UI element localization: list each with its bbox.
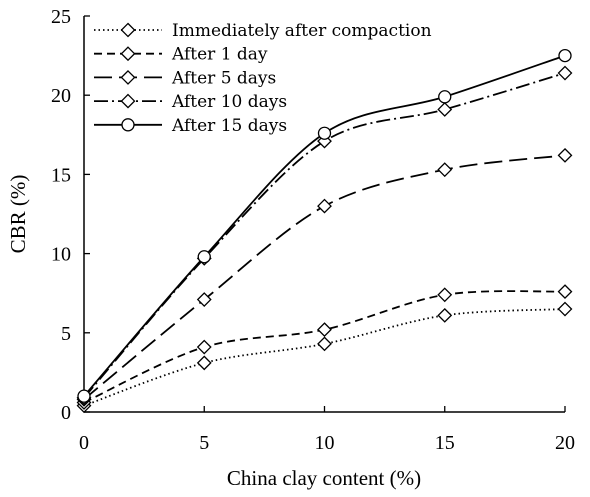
y-tick-label: 10 xyxy=(51,244,71,266)
x-tick-label: 20 xyxy=(555,432,575,454)
x-tick-label: 10 xyxy=(315,432,335,454)
data-point-marker xyxy=(557,147,573,163)
data-point-marker xyxy=(317,126,332,140)
y-tick-label: 25 xyxy=(51,6,71,28)
data-point-marker xyxy=(438,90,452,104)
data-point-marker xyxy=(557,284,573,300)
ticks: 0 5 10 15 20 0 5 10 15 20 25 xyxy=(51,6,575,454)
legend-label: After 15 days xyxy=(171,116,287,136)
x-tick-label: 5 xyxy=(199,432,209,454)
data-point-marker xyxy=(437,102,453,117)
series-line xyxy=(83,154,566,401)
y-tick-label: 15 xyxy=(51,164,71,186)
legend-marker xyxy=(121,118,135,132)
data-point-marker xyxy=(437,162,453,178)
x-axis-title: China clay content (%) xyxy=(227,466,421,490)
data-point-marker xyxy=(557,65,573,81)
series-3 xyxy=(76,65,573,406)
series-2 xyxy=(76,147,573,407)
series-1 xyxy=(76,284,573,410)
data-point-marker xyxy=(317,198,332,214)
y-tick-label: 0 xyxy=(61,402,71,424)
data-point-marker xyxy=(317,322,332,338)
series-lines xyxy=(76,48,573,414)
data-point-marker xyxy=(558,48,572,63)
legend-entry: After 10 days xyxy=(94,92,287,112)
legend-label: After 1 day xyxy=(171,45,268,65)
legend-entry: After 15 days xyxy=(94,116,287,136)
axes xyxy=(83,16,565,413)
data-point-marker xyxy=(437,307,453,323)
legend-label: After 10 days xyxy=(171,92,287,112)
legend-entry: After 1 day xyxy=(94,45,268,65)
x-tick-label: 15 xyxy=(435,432,455,454)
x-tick-label: 0 xyxy=(79,432,89,454)
series-line xyxy=(83,72,566,399)
legend-label: After 5 days xyxy=(171,68,276,88)
legend-label: Immediately after compaction xyxy=(172,21,432,41)
legend-entry: After 5 days xyxy=(94,68,276,88)
legend: Immediately after compaction After 1 day A… xyxy=(94,21,432,136)
data-point-marker xyxy=(557,301,573,317)
data-point-marker xyxy=(317,336,332,352)
data-point-marker xyxy=(196,292,212,307)
data-point-marker xyxy=(197,250,211,264)
data-point-marker xyxy=(196,355,212,371)
legend-marker xyxy=(120,69,136,85)
data-point-marker xyxy=(437,287,453,303)
data-point-marker xyxy=(77,389,91,403)
legend-marker xyxy=(120,46,136,62)
legend-marker xyxy=(120,22,136,38)
legend-entry: Immediately after compaction xyxy=(94,21,432,41)
series-line xyxy=(83,54,566,397)
series-4 xyxy=(77,48,572,403)
y-tick-label: 20 xyxy=(51,85,71,107)
data-point-marker xyxy=(196,339,212,355)
y-tick-label: 5 xyxy=(61,323,71,345)
legend-marker xyxy=(120,93,136,109)
y-axis-title: CBR (%) xyxy=(6,175,30,254)
